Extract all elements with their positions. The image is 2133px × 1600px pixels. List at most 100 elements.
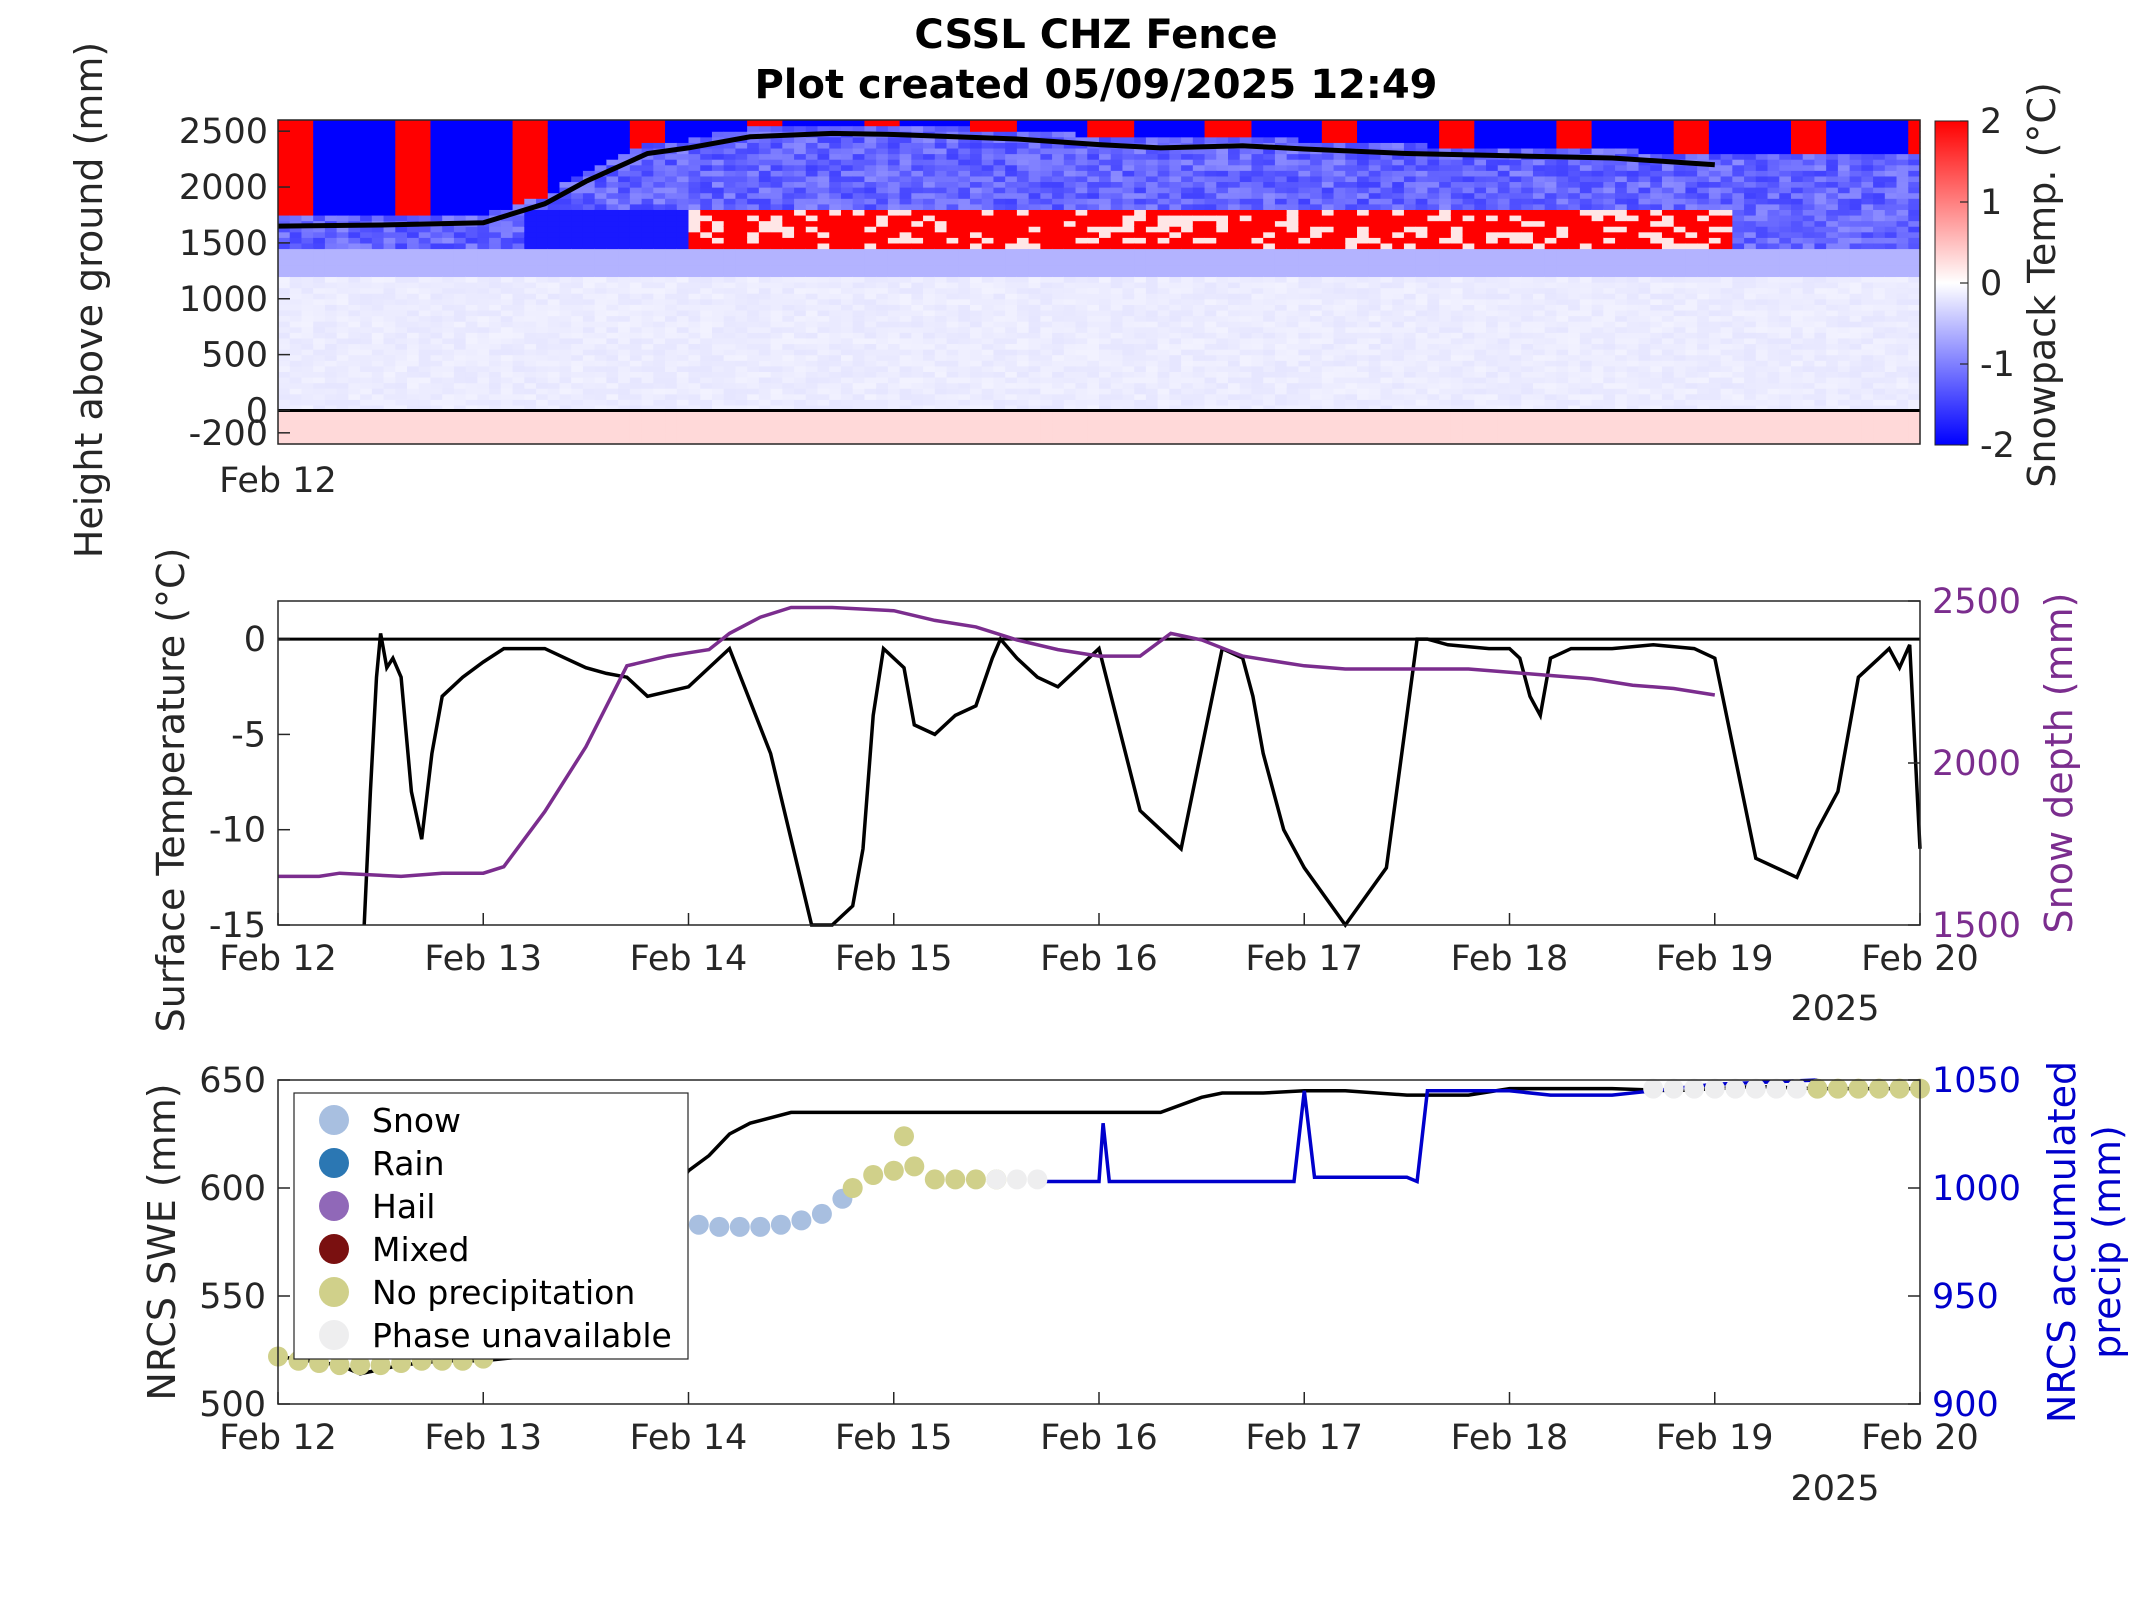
heatmap-cell <box>747 120 760 127</box>
heatmap-cell <box>489 438 502 445</box>
heatmap-cell <box>1075 120 1088 127</box>
heatmap-cell <box>594 399 607 406</box>
heatmap-cell <box>676 332 690 339</box>
heatmap-cell <box>618 136 631 143</box>
heatmap-cell <box>1028 242 1041 250</box>
heatmap-cell <box>934 399 948 406</box>
heatmap-cell <box>360 254 373 261</box>
heatmap-cell <box>489 159 502 166</box>
heatmap-cell <box>723 231 737 238</box>
heatmap-cell <box>618 198 631 205</box>
heatmap-cell <box>289 410 303 417</box>
heatmap-cell <box>489 248 502 255</box>
heatmap-cell <box>430 209 443 216</box>
heatmap-cell <box>324 427 338 434</box>
heatmap-cell <box>512 164 525 171</box>
heatmap-cell <box>629 242 643 250</box>
heatmap-cell <box>1274 159 1288 166</box>
heatmap-cell <box>782 287 795 294</box>
heatmap-cell <box>1122 120 1135 127</box>
heatmap-cell <box>840 304 854 311</box>
heatmap-cell <box>735 226 748 233</box>
heatmap-cell <box>1005 170 1018 177</box>
heatmap-cell <box>993 198 1006 205</box>
heatmap-cell <box>418 159 432 166</box>
heatmap-cell <box>1169 298 1182 305</box>
heatmap-cell <box>1052 276 1065 283</box>
heatmap-cell <box>524 388 537 395</box>
heatmap-cell <box>442 125 455 132</box>
heatmap-cell <box>395 399 408 406</box>
heatmap-cell <box>641 220 654 227</box>
heatmap-cell <box>430 282 443 289</box>
heatmap-cell <box>770 214 783 222</box>
heatmap-cell <box>1169 337 1182 345</box>
heatmap-cell <box>770 287 783 294</box>
heatmap-cell <box>665 259 678 266</box>
heatmap-cell <box>723 421 737 428</box>
heatmap-cell <box>1192 360 1206 367</box>
heatmap-cell <box>1274 226 1288 233</box>
heatmap-cell <box>840 198 854 205</box>
heatmap-cell <box>794 321 807 328</box>
heatmap-cell <box>758 203 772 210</box>
heatmap-cell <box>794 404 807 412</box>
heatmap-cell <box>817 270 830 278</box>
heatmap-cell <box>1016 237 1030 244</box>
heatmap-cell <box>1181 242 1194 250</box>
heatmap-cell <box>817 304 830 311</box>
heatmap-cell <box>805 393 819 400</box>
heatmap-cell <box>1228 399 1241 406</box>
heatmap-cell <box>770 270 783 278</box>
heatmap-cell <box>1087 371 1100 378</box>
heatmap-cell <box>1239 393 1253 400</box>
heatmap-cell <box>1040 170 1053 177</box>
heatmap-cell <box>923 404 936 412</box>
heatmap-cell <box>1122 276 1135 283</box>
heatmap-cell <box>899 432 912 440</box>
heatmap-cell <box>536 164 549 171</box>
heatmap-cell <box>395 226 408 233</box>
heatmap-cell <box>1075 287 1088 294</box>
heatmap-cell <box>758 315 772 322</box>
heatmap-cell <box>1228 388 1241 395</box>
heatmap-cell <box>1216 120 1229 127</box>
heatmap-cell <box>805 187 819 194</box>
heatmap-cell <box>653 293 666 300</box>
heatmap-cell <box>1263 399 1276 406</box>
heatmap-cell <box>946 214 959 222</box>
heatmap-cell <box>453 332 467 339</box>
heatmap-cell <box>876 209 889 216</box>
heatmap-cell <box>383 136 396 143</box>
heatmap-cell <box>805 427 819 434</box>
heatmap-cell <box>1228 136 1241 143</box>
heatmap-cell <box>313 147 326 155</box>
heatmap-cell <box>1005 354 1018 361</box>
heatmap-cell <box>465 410 478 417</box>
heatmap-cell <box>969 388 983 395</box>
heatmap-cell <box>899 315 912 322</box>
heatmap-cell <box>676 136 690 143</box>
heatmap-cell <box>1134 304 1147 311</box>
heatmap-cell <box>805 421 819 428</box>
heatmap-cell <box>453 404 467 412</box>
heatmap-cell <box>618 421 631 428</box>
heatmap-cell <box>782 304 795 311</box>
heatmap-cell <box>477 410 490 417</box>
heatmap-cell <box>911 416 924 423</box>
heatmap-cell <box>1145 315 1159 322</box>
heatmap-cell <box>794 343 807 350</box>
heatmap-cell <box>969 226 983 233</box>
heatmap-cell <box>711 321 725 328</box>
heatmap-cell <box>547 382 561 389</box>
heatmap-cell <box>1181 382 1194 389</box>
heatmap-cell <box>371 332 385 339</box>
heatmap-cell <box>442 388 455 395</box>
heatmap-cell <box>1028 388 1041 395</box>
heatmap-cell <box>1169 214 1182 222</box>
heatmap-cell <box>981 304 995 311</box>
heatmap-cell <box>1110 287 1124 294</box>
heatmap-cell <box>1204 153 1217 160</box>
heatmap-cell <box>500 270 514 278</box>
heatmap-cell <box>958 427 971 434</box>
